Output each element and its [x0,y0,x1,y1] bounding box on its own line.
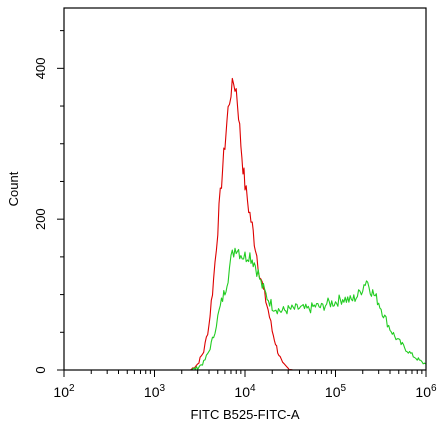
series-0-line [190,77,295,371]
x-tick-label: 105 [325,383,347,400]
x-tick-label: 103 [144,383,166,400]
y-tick-label: 0 [33,366,48,373]
x-tick-label: 106 [415,383,437,400]
x-tick-label: 104 [234,383,256,400]
plot-frame [63,7,427,371]
y-axis-label: Count [6,171,21,206]
x-axis-label: FITC B525-FITC-A [190,407,299,422]
axis-layer: 102 103 104 105 106 0 200 400 [33,30,437,400]
series-layer [190,77,427,371]
series-1-line [190,247,427,371]
y-tick-label: 200 [33,208,48,230]
y-tick-label: 400 [33,57,48,79]
x-tick-label: 102 [53,383,75,400]
